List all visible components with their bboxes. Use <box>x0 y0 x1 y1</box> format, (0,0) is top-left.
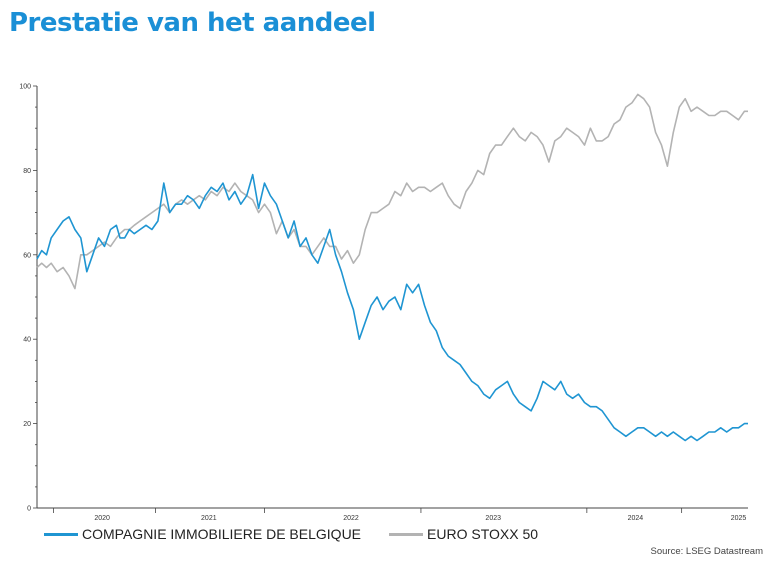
x-tick-label: 2023 <box>485 515 501 522</box>
source-note: Source: LSEG Datastream <box>650 546 763 557</box>
y-tick-label: 80 <box>23 168 31 175</box>
x-tick-label: 2022 <box>343 515 359 522</box>
y-tick-label: 100 <box>19 84 31 91</box>
legend: COMPAGNIE IMMOBILIERE DE BELGIQUE EURO S… <box>44 526 566 542</box>
legend-swatch <box>44 532 78 536</box>
y-tick-label: 0 <box>27 506 31 513</box>
y-tick-label: 20 <box>23 421 31 428</box>
y-tick-label: 60 <box>23 252 31 259</box>
series-line-1 <box>36 93 748 290</box>
x-tick-label: 2021 <box>201 515 217 522</box>
axes: 0 20 40 60 80 100 2020 2021 2022 2023 2024 2025 <box>19 84 748 522</box>
y-tick-label: 40 <box>23 337 31 344</box>
series-line-0 <box>36 173 748 442</box>
legend-item-series-b: EURO STOXX 50 <box>389 526 538 542</box>
x-tick-label: 2020 <box>94 515 110 522</box>
x-tick-label: 2025 <box>731 515 747 522</box>
legend-swatch <box>389 532 424 536</box>
series-layer <box>36 93 748 442</box>
page-title: Prestatie van het aandeel <box>9 8 376 38</box>
x-tick-label: 2024 <box>628 515 644 522</box>
legend-label: EURO STOXX 50 <box>427 526 539 542</box>
legend-label: COMPAGNIE IMMOBILIERE DE BELGIQUE <box>82 526 362 542</box>
legend-item-series-a: COMPAGNIE IMMOBILIERE DE BELGIQUE <box>44 526 361 542</box>
